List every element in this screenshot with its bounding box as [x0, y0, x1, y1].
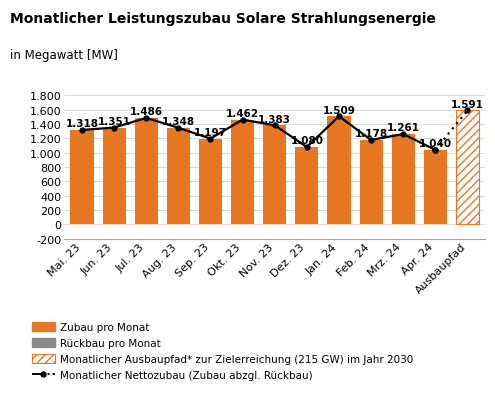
Bar — [70, 131, 94, 225]
Text: 1.261: 1.261 — [387, 123, 420, 133]
Bar — [392, 135, 415, 225]
Bar — [456, 111, 479, 225]
Text: 1.509: 1.509 — [323, 105, 355, 115]
Text: 1.486: 1.486 — [130, 107, 163, 117]
Bar — [327, 117, 350, 225]
Text: 1.318: 1.318 — [65, 119, 99, 129]
Bar — [231, 120, 254, 225]
Text: 1.197: 1.197 — [194, 128, 227, 137]
Text: Monatlicher Leistungszubau Solare Strahlungsenergie: Monatlicher Leistungszubau Solare Strahl… — [10, 12, 436, 26]
Bar — [424, 151, 447, 225]
Text: 1.462: 1.462 — [226, 109, 259, 119]
Legend: Zubau pro Monat, Rückbau pro Monat, Monatlicher Ausbaupfad* zur Zielerreichung (: Zubau pro Monat, Rückbau pro Monat, Mona… — [32, 322, 413, 380]
Text: 1.040: 1.040 — [419, 139, 452, 149]
Text: 1.383: 1.383 — [258, 114, 291, 124]
Bar — [359, 141, 383, 225]
Bar — [135, 119, 158, 225]
Text: 1.080: 1.080 — [291, 136, 323, 146]
Text: in Megawatt [MW]: in Megawatt [MW] — [10, 49, 118, 62]
Bar — [263, 126, 286, 225]
Bar — [167, 128, 190, 225]
Text: 1.591: 1.591 — [451, 99, 484, 109]
Text: 1.178: 1.178 — [354, 129, 388, 139]
Text: 1.351: 1.351 — [98, 117, 131, 126]
Bar — [199, 139, 222, 225]
Bar — [102, 128, 126, 225]
Bar — [296, 147, 318, 225]
Text: 1.348: 1.348 — [162, 117, 195, 127]
